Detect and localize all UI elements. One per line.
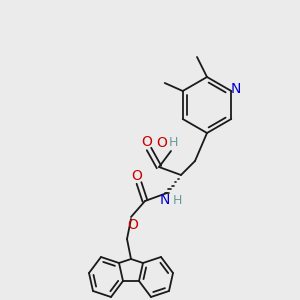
Text: N: N: [160, 193, 170, 207]
Text: H: H: [168, 136, 178, 149]
Text: O: O: [132, 169, 142, 183]
Text: O: O: [142, 135, 152, 149]
Text: O: O: [128, 218, 138, 232]
Text: H: H: [172, 194, 182, 206]
Text: O: O: [157, 136, 167, 150]
Text: N: N: [231, 82, 242, 96]
